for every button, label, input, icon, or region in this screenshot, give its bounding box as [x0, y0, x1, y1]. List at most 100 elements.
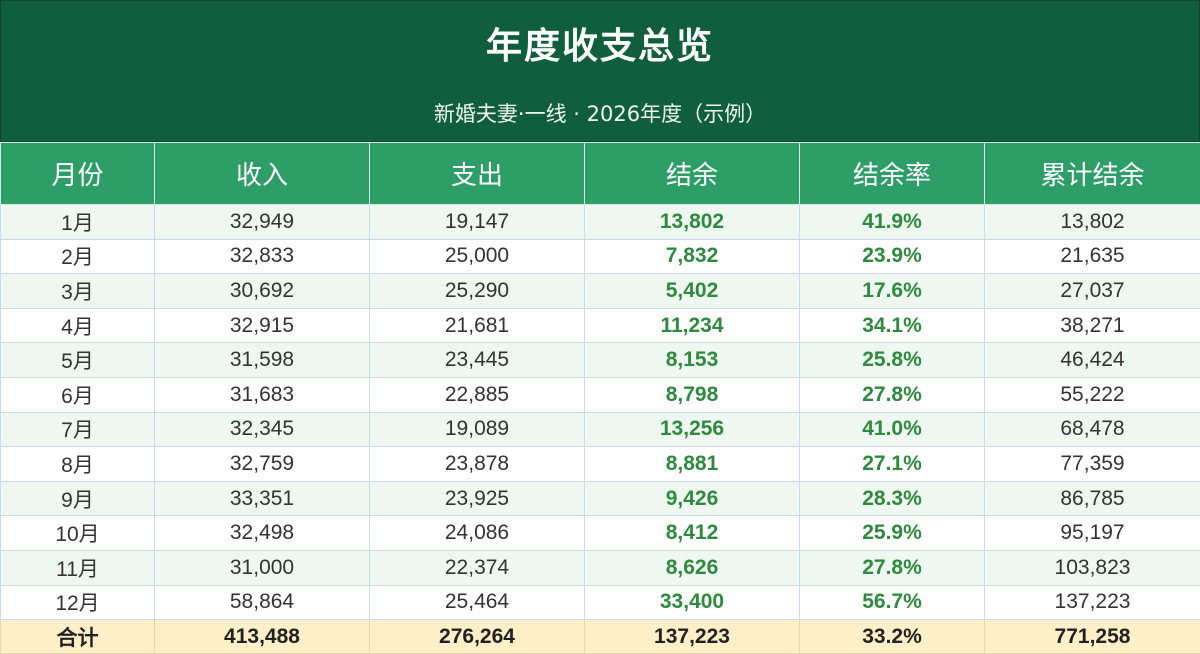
- total-balance-rate: 33.2%: [799, 619, 985, 654]
- cell-balance: 8,412: [584, 515, 800, 551]
- cell-balance-rate: 27.8%: [799, 376, 985, 413]
- cell-balance-rate: 27.1%: [799, 446, 985, 482]
- cell-balance: 7,832: [584, 238, 800, 275]
- cell-balance: 8,153: [584, 342, 800, 378]
- cell-cumulative-balance: 95,197: [984, 515, 1200, 551]
- cell-expense: 25,000: [369, 238, 585, 275]
- cell-cumulative-balance: 86,785: [984, 480, 1200, 517]
- cell-expense: 21,681: [369, 307, 585, 344]
- cell-balance: 33,400: [584, 584, 800, 621]
- total-row: 合计 413,488 276,264 137,223 33.2% 771,258: [0, 619, 1200, 654]
- cell-income: 31,000: [154, 549, 370, 586]
- cell-income: 58,864: [154, 584, 370, 621]
- total-income: 413,488: [154, 619, 370, 654]
- table-row: 10月 32,498 24,086 8,412 25.9% 95,197: [0, 515, 1200, 551]
- cell-cumulative-balance: 68,478: [984, 411, 1200, 448]
- table-row: 3月 30,692 25,290 5,402 17.6% 27,037: [0, 273, 1200, 309]
- cell-month: 12月: [0, 584, 155, 621]
- cell-balance-rate: 34.1%: [799, 307, 985, 344]
- header-month: 月份: [0, 142, 155, 205]
- cell-cumulative-balance: 55,222: [984, 376, 1200, 413]
- cell-balance-rate: 28.3%: [799, 480, 985, 517]
- title-banner: 年度收支总览 新婚夫妻·一线 · 2026年度（示例）: [0, 0, 1200, 142]
- cell-cumulative-balance: 21,635: [984, 238, 1200, 275]
- cell-income: 31,683: [154, 376, 370, 413]
- cell-month: 5月: [0, 342, 155, 378]
- cell-expense: 19,089: [369, 411, 585, 448]
- header-expense: 支出: [369, 142, 585, 205]
- header-row: 月份 收入 支出 结余 结余率 累计结余: [0, 142, 1200, 205]
- cell-expense: 25,290: [369, 273, 585, 309]
- page-title: 年度收支总览: [485, 26, 714, 67]
- cell-balance: 11,234: [584, 307, 800, 344]
- cell-month: 11月: [0, 549, 155, 586]
- summary-table: 月份 收入 支出 结余 结余率 累计结余 1月 32,949 19,147 13,802 41.9…: [0, 142, 1200, 654]
- total-balance: 137,223: [584, 619, 800, 654]
- table-row: 8月 32,759 23,878 8,881 27.1% 77,359: [0, 446, 1200, 482]
- cell-month: 2月: [0, 238, 155, 275]
- total-expense: 276,264: [369, 619, 585, 654]
- table-row: 2月 32,833 25,000 7,832 23.9% 21,635: [0, 238, 1200, 275]
- table-row: 4月 32,915 21,681 11,234 34.1% 38,271: [0, 307, 1200, 344]
- cell-income: 32,345: [154, 411, 370, 448]
- cell-cumulative-balance: 13,802: [984, 204, 1200, 240]
- cell-income: 33,351: [154, 480, 370, 517]
- cell-balance-rate: 56.7%: [799, 584, 985, 621]
- cell-balance-rate: 17.6%: [799, 273, 985, 309]
- cell-income: 32,759: [154, 446, 370, 482]
- cell-balance-rate: 23.9%: [799, 238, 985, 275]
- header-balance: 结余: [584, 142, 800, 205]
- table-body: 1月 32,949 19,147 13,802 41.9% 13,802 2月 32,833 2…: [0, 204, 1200, 621]
- cell-cumulative-balance: 137,223: [984, 584, 1200, 621]
- cell-expense: 25,464: [369, 584, 585, 621]
- cell-month: 9月: [0, 480, 155, 517]
- cell-balance-rate: 27.8%: [799, 549, 985, 586]
- cell-balance-rate: 41.9%: [799, 204, 985, 240]
- table-row: 6月 31,683 22,885 8,798 27.8% 55,222: [0, 376, 1200, 413]
- cell-balance: 13,256: [584, 411, 800, 448]
- cell-balance-rate: 25.8%: [799, 342, 985, 378]
- cell-cumulative-balance: 46,424: [984, 342, 1200, 378]
- cell-month: 7月: [0, 411, 155, 448]
- cell-income: 32,915: [154, 307, 370, 344]
- cell-income: 32,498: [154, 515, 370, 551]
- cell-expense: 19,147: [369, 204, 585, 240]
- cell-expense: 23,445: [369, 342, 585, 378]
- page-subtitle: 新婚夫妻·一线 · 2026年度（示例）: [433, 102, 767, 126]
- total-cumulative-balance: 771,258: [984, 619, 1200, 654]
- cell-balance: 9,426: [584, 480, 800, 517]
- header-income: 收入: [154, 142, 370, 205]
- cell-expense: 24,086: [369, 515, 585, 551]
- cell-month: 6月: [0, 376, 155, 413]
- header-balance-rate: 结余率: [799, 142, 985, 205]
- cell-income: 31,598: [154, 342, 370, 378]
- cell-income: 32,833: [154, 238, 370, 275]
- cell-cumulative-balance: 77,359: [984, 446, 1200, 482]
- cell-cumulative-balance: 27,037: [984, 273, 1200, 309]
- cell-income: 32,949: [154, 204, 370, 240]
- cell-expense: 22,374: [369, 549, 585, 586]
- cell-balance: 8,881: [584, 446, 800, 482]
- table-row: 9月 33,351 23,925 9,426 28.3% 86,785: [0, 480, 1200, 517]
- cell-expense: 22,885: [369, 376, 585, 413]
- cell-month: 8月: [0, 446, 155, 482]
- table-row: 11月 31,000 22,374 8,626 27.8% 103,823: [0, 549, 1200, 586]
- cell-month: 3月: [0, 273, 155, 309]
- cell-cumulative-balance: 38,271: [984, 307, 1200, 344]
- cell-balance: 5,402: [584, 273, 800, 309]
- cell-balance: 13,802: [584, 204, 800, 240]
- cell-balance: 8,798: [584, 376, 800, 413]
- cell-balance-rate: 25.9%: [799, 515, 985, 551]
- table-row: 12月 58,864 25,464 33,400 56.7% 137,223: [0, 584, 1200, 621]
- cell-month: 1月: [0, 204, 155, 240]
- table-row: 1月 32,949 19,147 13,802 41.9% 13,802: [0, 204, 1200, 240]
- cell-month: 10月: [0, 515, 155, 551]
- cell-cumulative-balance: 103,823: [984, 549, 1200, 586]
- header-cumulative-balance: 累计结余: [984, 142, 1200, 205]
- total-label: 合计: [0, 619, 155, 654]
- table-row: 5月 31,598 23,445 8,153 25.8% 46,424: [0, 342, 1200, 378]
- cell-month: 4月: [0, 307, 155, 344]
- cell-balance: 8,626: [584, 549, 800, 586]
- cell-expense: 23,878: [369, 446, 585, 482]
